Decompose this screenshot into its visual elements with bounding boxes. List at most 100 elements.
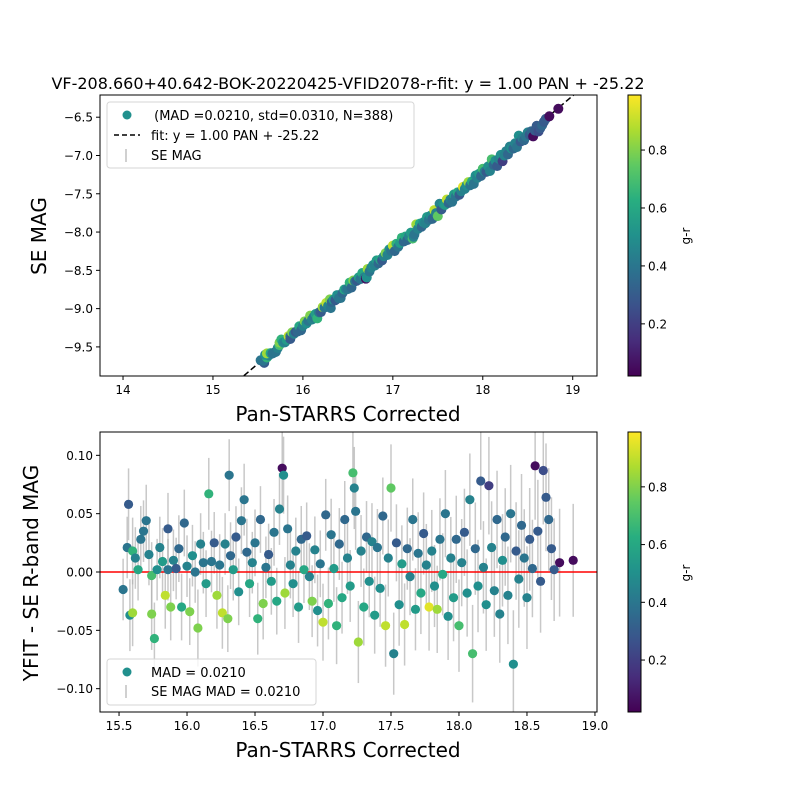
residual-point bbox=[527, 563, 538, 574]
residual-point bbox=[359, 602, 369, 612]
residual-point bbox=[416, 588, 426, 598]
residual-point bbox=[440, 509, 450, 519]
colorbar-tick-label: 0.4 bbox=[648, 259, 667, 273]
residual-point bbox=[190, 567, 200, 577]
residual-point bbox=[487, 542, 497, 553]
residual-point bbox=[525, 534, 535, 544]
colorbar-tick-label: 0.4 bbox=[648, 596, 667, 610]
residual-point bbox=[228, 565, 238, 575]
residual-point bbox=[215, 560, 225, 570]
residual-point bbox=[370, 610, 380, 620]
residual-point bbox=[136, 534, 146, 544]
x-tick-label: 18 bbox=[475, 383, 490, 397]
residual-point bbox=[163, 524, 173, 534]
bottom-legend-label-1: SE MAG MAD = 0.0210 bbox=[151, 685, 300, 700]
residual-point bbox=[443, 611, 453, 621]
residual-point bbox=[348, 468, 358, 478]
residual-point bbox=[402, 544, 412, 554]
residual-point bbox=[280, 588, 290, 598]
se-mag-point bbox=[544, 111, 555, 122]
residual-point bbox=[380, 621, 391, 631]
residual-point bbox=[391, 538, 402, 548]
bottom-colorbar-label: g-r bbox=[679, 564, 693, 581]
residual-point bbox=[497, 555, 508, 565]
residual-point bbox=[478, 562, 489, 572]
bottom-colorbar-ticks: 0.2 0.4 0.6 0.8 bbox=[641, 480, 667, 668]
residual-point bbox=[514, 574, 524, 584]
residual-point bbox=[438, 569, 448, 579]
y-tick-label: −0.10 bbox=[56, 682, 93, 696]
residual-point bbox=[147, 570, 157, 581]
residual-point bbox=[304, 572, 315, 582]
y-tick-label: −7.0 bbox=[64, 149, 93, 163]
residual-point bbox=[353, 637, 363, 647]
residual-point bbox=[349, 483, 359, 493]
residual-point bbox=[544, 514, 554, 525]
residual-point bbox=[394, 600, 404, 610]
residual-point bbox=[299, 565, 309, 575]
residual-point bbox=[405, 572, 415, 582]
bottom-y-axis-label: YFIT - SE R-band MAG bbox=[19, 465, 43, 683]
residual-point bbox=[410, 604, 421, 614]
residual-point bbox=[321, 510, 331, 520]
residual-point bbox=[541, 492, 551, 502]
residual-point bbox=[250, 538, 260, 548]
bottom-panel: 15.5 16.0 16.5 17.0 17.5 18.0 18.5 19.0 0.10 0.0… bbox=[19, 431, 693, 762]
residual-point bbox=[166, 602, 176, 612]
residual-point bbox=[334, 539, 344, 549]
residual-point bbox=[345, 581, 355, 591]
residual-point bbox=[329, 563, 339, 574]
residual-point bbox=[220, 539, 230, 549]
residual-point bbox=[538, 465, 548, 476]
top-panel: VF-208.660+40.642-BOK-20220425-VFID2078-… bbox=[27, 74, 693, 426]
residual-point bbox=[130, 553, 140, 563]
residual-point bbox=[155, 542, 165, 553]
y-tick-label: −8.0 bbox=[64, 226, 93, 240]
residual-point bbox=[459, 527, 470, 537]
residual-point bbox=[291, 546, 301, 556]
residual-point bbox=[473, 581, 483, 591]
residual-point bbox=[446, 553, 456, 563]
residual-point bbox=[236, 516, 247, 526]
residual-point bbox=[261, 562, 271, 572]
residual-point bbox=[419, 528, 429, 539]
residual-point bbox=[133, 565, 143, 575]
top-x-axis-label: Pan-STARRS Corrected bbox=[235, 402, 460, 426]
residual-point bbox=[386, 483, 396, 493]
x-tick-label: 16.0 bbox=[174, 719, 201, 733]
residual-point bbox=[424, 602, 434, 612]
residual-point bbox=[467, 649, 478, 659]
residual-point bbox=[149, 633, 159, 644]
top-y-axis-label: SE MAG bbox=[27, 197, 51, 275]
residual-point bbox=[176, 602, 187, 612]
residual-point bbox=[272, 596, 282, 606]
residual-point bbox=[530, 461, 540, 471]
residual-point bbox=[171, 563, 181, 574]
residual-point bbox=[201, 579, 211, 589]
residual-point bbox=[168, 555, 179, 565]
residual-point bbox=[535, 576, 546, 586]
bottom-legend-label-0: MAD = 0.0210 bbox=[151, 666, 246, 681]
colorbar-tick-label: 0.2 bbox=[648, 317, 667, 331]
bottom-legend: MAD = 0.0210 SE MAG MAD = 0.0210 bbox=[106, 658, 317, 706]
residual-point bbox=[278, 470, 289, 480]
residual-point bbox=[332, 621, 342, 631]
residual-point bbox=[481, 600, 491, 610]
bottom-y-ticks: 0.10 0.05 0.00 −0.05 −0.10 bbox=[56, 449, 100, 696]
residual-point bbox=[342, 553, 353, 563]
residual-point bbox=[375, 583, 385, 593]
residual-point bbox=[174, 544, 184, 554]
residual-point bbox=[118, 584, 128, 595]
colorbar-tick-label: 0.2 bbox=[648, 654, 667, 668]
colorbar-tick-label: 0.6 bbox=[648, 538, 667, 552]
residual-point bbox=[457, 558, 467, 568]
residual-point bbox=[255, 514, 266, 525]
residual-point bbox=[448, 593, 459, 603]
residual-point bbox=[285, 560, 295, 570]
y-tick-label: −6.5 bbox=[64, 111, 93, 125]
residual-point bbox=[128, 608, 138, 618]
residual-point bbox=[206, 556, 217, 567]
residual-point bbox=[179, 518, 189, 528]
y-tick-label: −8.5 bbox=[64, 264, 93, 278]
residual-point bbox=[519, 553, 529, 563]
